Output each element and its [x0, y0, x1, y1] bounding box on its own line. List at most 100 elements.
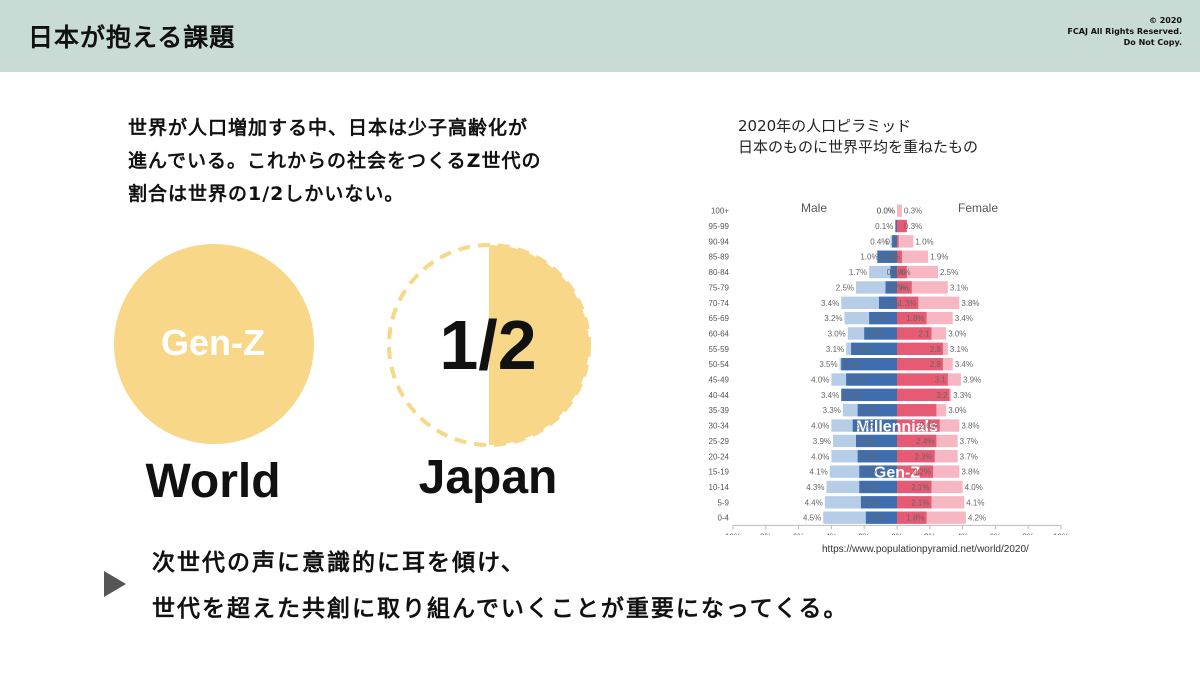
population-pyramid-chart: Male Female Millennials Gen-Z 0.0% 0.1% 0.4% 1.…: [709, 201, 1069, 535]
pyramid-bar: [865, 511, 897, 524]
pyramid-bar: [897, 311, 927, 325]
data-label: 3.4%: [843, 391, 861, 400]
data-label: 4.5%: [803, 514, 821, 523]
japan-label: Japan: [418, 451, 558, 504]
copyright-notice: © 2020 FCAJ All Rights Reserved. Do Not …: [1067, 15, 1182, 48]
data-label: 0.0%: [877, 207, 895, 216]
data-label: 2.6%: [919, 422, 937, 431]
pyramid-bar: [897, 281, 912, 294]
pyramid-bar: [856, 434, 897, 448]
pyramid-bar: [885, 281, 897, 294]
data-label: 2.2%: [913, 468, 931, 477]
data-label: 3.1%: [950, 283, 968, 292]
data-label: 4.0%: [811, 452, 829, 461]
data-label: 3.1%: [848, 376, 866, 385]
data-label: 2.1: [918, 329, 930, 338]
data-label: 2.5%: [940, 268, 958, 277]
age-tick-label: 85-89: [709, 253, 730, 262]
data-label: 0.3%: [904, 222, 922, 231]
x-tick-label: 4%: [826, 532, 838, 535]
data-label: 3.5%: [819, 360, 837, 369]
data-label: 0.3%: [882, 253, 900, 262]
pyramid-bar: [857, 450, 897, 463]
data-label: 2.7%: [855, 422, 873, 431]
pyramid-bar: [878, 296, 897, 309]
data-label: 2.5%: [836, 283, 854, 292]
data-label: 3.0%: [948, 329, 966, 338]
pyramid-bar: [860, 496, 897, 509]
data-label: 3.7%: [960, 452, 978, 461]
pyramid-bar: [897, 434, 937, 448]
intro-line: 進んでいる。これからの社会をつくるZ世代の: [128, 150, 542, 172]
pyramid-bar: [864, 327, 897, 340]
x-tick-label: 8%: [1022, 532, 1034, 535]
x-tick-label: 4%: [957, 532, 969, 535]
pyramid-bar: [897, 358, 943, 371]
data-label: 3.0%: [828, 329, 846, 338]
age-tick-label: 75-79: [709, 283, 730, 292]
data-label: 2.8%: [853, 345, 871, 354]
pyramid-bar: [897, 419, 940, 432]
data-label: 1.1%: [881, 299, 899, 308]
data-label: 3.8%: [961, 468, 979, 477]
legend-label: Female: [958, 201, 998, 215]
world-label: World: [145, 455, 281, 508]
data-label: 0.1: [886, 237, 898, 246]
x-tick-label: 0%: [891, 532, 903, 535]
age-tick-label: 50-54: [709, 360, 730, 369]
conclusion-line: 世代を超えた共創に取り組んでいくことが重要になってくる。: [152, 596, 849, 622]
data-label: 2.0%: [866, 329, 884, 338]
age-tick-label: 45-49: [709, 376, 730, 385]
chart-caption-line: 日本のものに世界平均を重ねたもの: [738, 138, 979, 156]
x-tick-label: 8%: [760, 532, 772, 535]
world-circle: [114, 244, 314, 444]
copyright-line: FCAJ All Rights Reserved.: [1067, 27, 1182, 36]
age-tick-label: 0-4: [717, 514, 729, 523]
data-label: 3.8%: [961, 422, 979, 431]
ratio-label: 1/2: [439, 306, 537, 384]
age-tick-label: 55-59: [709, 345, 730, 354]
x-tick-label: 10%: [1053, 532, 1069, 535]
x-tick-label: 6%: [990, 532, 1002, 535]
intro-line: 世界が人口増加する中、日本は少子高齢化が: [128, 117, 529, 139]
pyramid-bar: [897, 465, 934, 478]
age-tick-label: 70-74: [709, 299, 730, 308]
data-label: 2.3%: [914, 452, 932, 461]
data-label: 3.1%: [950, 345, 968, 354]
data-label: 2.4%: [860, 452, 878, 461]
data-label: 3.8%: [961, 299, 979, 308]
age-tick-label: 15-19: [709, 468, 730, 477]
age-tick-label: 90-94: [709, 237, 730, 246]
intro-text: 世界が人口増加する中、日本は少子高齢化が 進んでいる。これからの社会をつくるZ世…: [128, 112, 648, 211]
comparison-graphic: [114, 243, 591, 447]
data-label: 4.0%: [811, 376, 829, 385]
data-label: 3.4%: [955, 314, 973, 323]
data-label: 3.1: [935, 376, 947, 385]
header-bar: 日本が抱える課題 © 2020 FCAJ All Rights Reserved…: [0, 0, 1200, 72]
pyramid-bar: [897, 480, 932, 494]
pyramid-bar: [897, 250, 902, 263]
data-label: 3.2%: [824, 314, 842, 323]
data-label: 2.8: [930, 345, 942, 354]
age-tick-label: 25-29: [709, 437, 730, 446]
pyramid-bar: [841, 388, 897, 402]
data-label: 0.4%: [892, 268, 910, 277]
x-tick-label: 2%: [858, 532, 870, 535]
data-label: 4.1%: [810, 468, 828, 477]
data-label: 2.5%: [858, 437, 876, 446]
data-label: 2.4%: [916, 437, 934, 446]
data-label: 2.2%: [863, 498, 881, 507]
data-label: 1.2%: [879, 253, 897, 262]
world-circle-label: Gen-Z: [161, 322, 265, 363]
data-label: 3.4%: [821, 299, 839, 308]
data-label: 0.6%: [887, 268, 905, 277]
pyramid-bar: [897, 235, 899, 248]
age-tick-label: 10-14: [709, 483, 730, 492]
data-label: 3.7%: [960, 437, 978, 446]
x-tick-label: 10%: [725, 532, 741, 535]
pyramid-bar: [897, 450, 935, 463]
play-arrow-icon: [104, 571, 126, 597]
copyright-line: © 2020: [1148, 16, 1182, 25]
pyramid-bar: [897, 511, 927, 524]
data-label: 3.4%: [843, 360, 861, 369]
